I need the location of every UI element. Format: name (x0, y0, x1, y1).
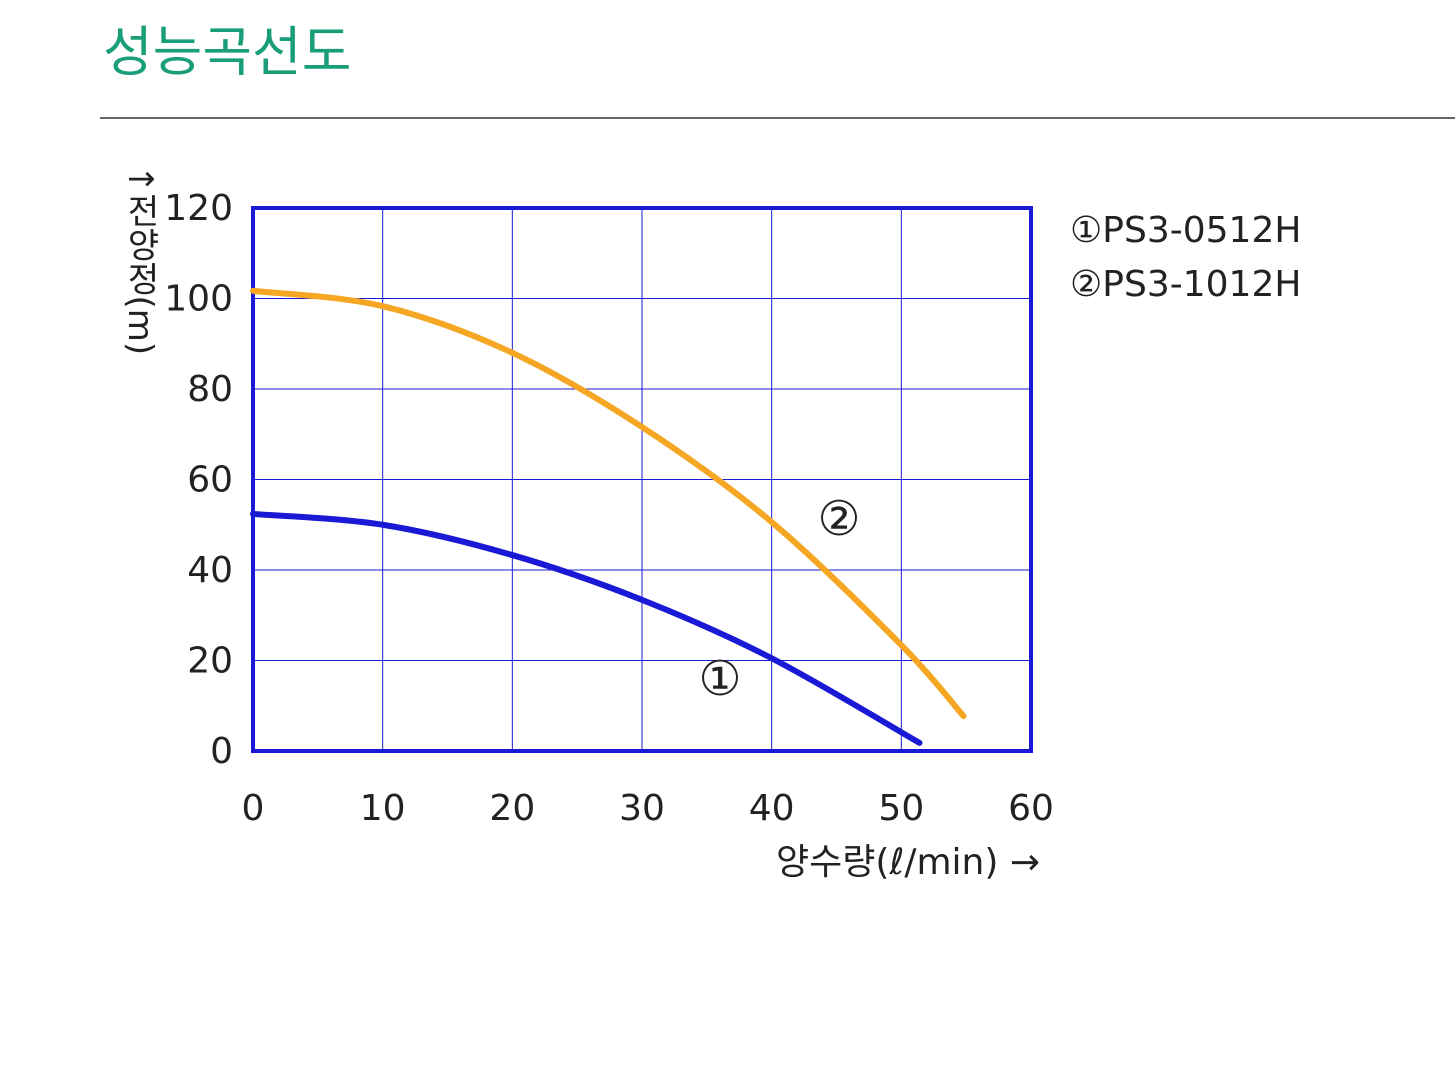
y-tick-label: 60 (187, 460, 233, 501)
x-tick-label: 50 (878, 788, 924, 829)
series-line (250, 510, 923, 746)
y-tick-label: 100 (164, 279, 233, 320)
x-tick-label: 40 (749, 788, 795, 829)
x-tick-label: 60 (1008, 788, 1054, 829)
x-tick-label: 20 (489, 788, 535, 829)
y-tick-label: 20 (187, 641, 233, 682)
series-line (250, 287, 967, 720)
chart-title: 성능곡선도 (103, 21, 351, 84)
curve-annotation: ① (698, 651, 741, 707)
legend-entry: ①PS3-0512H (1070, 210, 1301, 251)
y-tick-label: 40 (187, 550, 233, 591)
x-tick-label: 0 (242, 788, 265, 829)
y-tick-label: 0 (210, 731, 233, 772)
plot-frame (251, 206, 1033, 753)
x-tick-label: 10 (360, 788, 406, 829)
x-axis-label: 양수량(ℓ/min) → (776, 842, 1040, 883)
y-tick-label: 120 (164, 188, 233, 229)
legend-entry: ②PS3-1012H (1070, 264, 1301, 305)
y-axis-label: ↑전양정(m) (120, 165, 160, 355)
x-tick-label: 30 (619, 788, 665, 829)
curve-annotation: ② (817, 491, 860, 547)
y-tick-label: 80 (187, 369, 233, 410)
